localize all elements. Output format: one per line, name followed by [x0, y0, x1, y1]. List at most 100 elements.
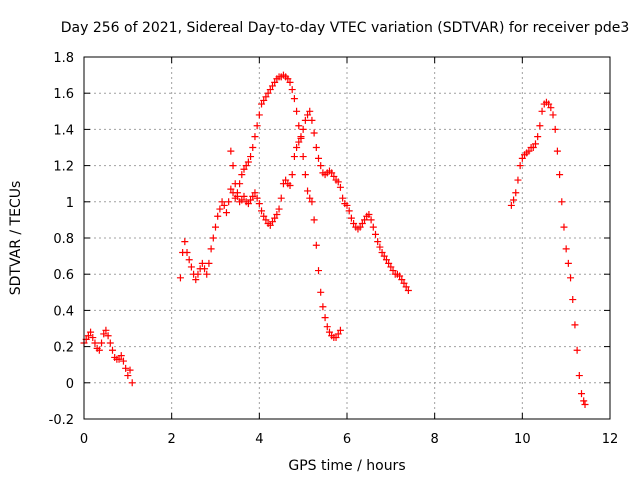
data-point — [98, 339, 106, 347]
data-points — [80, 71, 589, 409]
data-point — [315, 154, 323, 162]
data-point — [531, 140, 539, 148]
data-point — [538, 107, 546, 115]
data-point — [253, 194, 261, 202]
data-point — [325, 328, 333, 336]
data-point — [578, 390, 586, 398]
data-point — [356, 223, 364, 231]
y-tick-label: 1.4 — [53, 123, 74, 138]
data-point — [301, 171, 309, 179]
data-point — [253, 122, 261, 130]
data-point — [516, 162, 524, 170]
data-point — [512, 189, 520, 197]
data-point — [218, 198, 226, 206]
y-tick-label: 0.6 — [53, 268, 74, 283]
data-point — [369, 223, 377, 231]
x-tick-label: 6 — [343, 432, 351, 447]
data-point — [260, 96, 268, 104]
data-point — [87, 328, 95, 336]
data-point — [525, 147, 533, 155]
data-point — [380, 252, 388, 260]
data-point — [556, 171, 564, 179]
data-point — [251, 133, 259, 141]
data-point — [312, 144, 320, 151]
data-point — [260, 212, 268, 220]
data-point — [284, 75, 292, 83]
x-tick-label: 8 — [431, 432, 439, 447]
data-point — [290, 95, 298, 103]
y-tick-label: 0.2 — [53, 341, 74, 356]
y-tick-label: 1 — [66, 196, 74, 211]
y-tick-label: 1.6 — [53, 87, 74, 102]
data-point — [240, 192, 248, 200]
tick-labels: 0 2 4 6 8 10 12 -0.2 0 0.2 0.4 0.6 0.8 1 1.2 1.4 1.6 1.8 — [49, 51, 619, 447]
data-point — [308, 198, 316, 206]
data-point — [268, 218, 276, 226]
data-point — [255, 111, 263, 119]
data-point — [290, 153, 298, 161]
data-point — [514, 176, 522, 184]
x-tick-label: 0 — [80, 432, 88, 447]
data-point — [268, 82, 276, 90]
data-point — [339, 194, 347, 202]
data-point — [220, 201, 228, 209]
data-point — [128, 379, 136, 387]
data-point — [343, 201, 351, 209]
y-tick-label: 0.4 — [53, 304, 74, 319]
data-point — [205, 259, 213, 267]
data-point — [547, 104, 555, 112]
data-point — [231, 180, 239, 188]
data-point — [286, 78, 294, 86]
data-point — [317, 288, 325, 296]
data-point — [100, 330, 108, 338]
data-point — [507, 201, 515, 209]
data-point — [374, 238, 382, 246]
y-tick-label: 0.8 — [53, 232, 74, 247]
data-point — [315, 267, 323, 275]
data-point — [306, 107, 314, 115]
x-tick-label: 4 — [255, 432, 263, 447]
data-point — [361, 216, 369, 224]
data-point — [288, 171, 296, 179]
data-point — [328, 169, 336, 177]
y-axis-label: SDTVAR / TECUs — [8, 181, 24, 296]
data-point — [350, 220, 358, 228]
data-point — [240, 165, 248, 173]
data-point — [371, 230, 379, 238]
data-point — [308, 116, 316, 124]
data-point — [249, 144, 257, 151]
data-point — [402, 283, 410, 291]
data-point — [376, 243, 384, 251]
data-point — [201, 265, 209, 273]
data-point — [310, 129, 318, 137]
data-point — [104, 332, 112, 340]
data-point — [214, 212, 222, 220]
data-point — [319, 303, 327, 311]
data-point — [95, 346, 103, 354]
data-point — [293, 144, 301, 151]
data-point — [258, 100, 266, 108]
data-point — [553, 147, 561, 155]
y-tick-label: 0 — [66, 377, 74, 392]
data-point — [126, 366, 134, 374]
data-point — [89, 334, 97, 342]
y-tick-label: 1.2 — [53, 160, 74, 175]
data-point — [562, 245, 570, 253]
data-point — [295, 138, 303, 146]
data-point — [271, 78, 279, 86]
data-point — [378, 248, 386, 256]
data-point — [529, 144, 537, 151]
data-point — [209, 234, 217, 242]
data-point — [108, 346, 116, 354]
data-point — [301, 116, 309, 124]
data-point — [255, 200, 263, 208]
data-point — [560, 223, 568, 231]
data-point — [115, 355, 123, 363]
data-point — [183, 248, 191, 256]
y-tick-label: -0.2 — [49, 413, 74, 428]
data-point — [297, 133, 305, 141]
data-point — [227, 147, 235, 155]
data-point — [262, 93, 270, 101]
data-point — [382, 256, 390, 264]
data-point — [194, 270, 202, 278]
